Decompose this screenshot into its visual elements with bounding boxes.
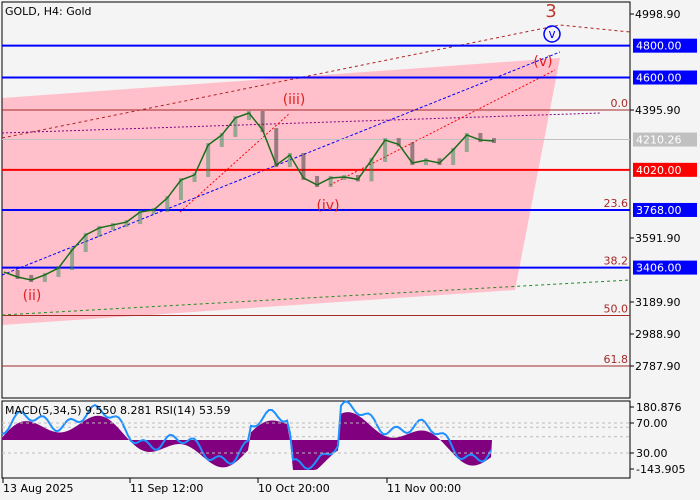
level-tag [633, 162, 697, 177]
level-value: 3406.00 [636, 262, 682, 275]
candle [315, 175, 320, 187]
fib-label: 0.0 [611, 97, 629, 110]
candle [124, 220, 129, 227]
wave-label: (iii) [283, 92, 306, 108]
wave-label: v [548, 27, 555, 41]
wave-label: 3 [545, 1, 556, 22]
candle [15, 270, 20, 279]
level-tag [633, 260, 697, 275]
candle [451, 147, 456, 165]
candle [423, 158, 428, 165]
candle [260, 111, 265, 133]
candle [478, 132, 483, 143]
candle [369, 157, 374, 182]
y-tick-label: 2988.90 [635, 328, 681, 341]
y-tick-label: 2787.90 [635, 360, 681, 373]
candle [328, 175, 333, 187]
indicator-y-label: 70.00 [636, 417, 668, 430]
level-tag [633, 202, 697, 217]
candle [192, 172, 197, 183]
y-tick-label: 3189.90 [635, 296, 681, 309]
candle [138, 210, 143, 225]
main-frame [1, 1, 631, 399]
x-tick-label: 11 Nov 00:00 [387, 482, 461, 495]
candle [233, 115, 238, 137]
fib-label: 61.8 [604, 353, 629, 366]
wave-label: (v) [533, 54, 552, 70]
fib-label: 23.6 [604, 197, 629, 210]
elliott-channel [2, 58, 560, 325]
candle [301, 153, 306, 180]
price-series [3, 112, 495, 281]
candle [274, 128, 279, 168]
x-tick-label: 10 Oct 20:00 [258, 482, 330, 495]
candle [464, 132, 469, 152]
candle [42, 272, 47, 283]
level-tag [633, 132, 697, 147]
trend-line-blue [1, 51, 561, 276]
y-tick-label: 4395.90 [635, 104, 681, 117]
fib-label: 38.2 [604, 255, 629, 268]
level-value: 4210.26 [636, 134, 682, 147]
y-tick-label: 4998.90 [635, 8, 681, 21]
wave-circle [543, 25, 561, 43]
indicator-y-label: 180.876 [636, 401, 682, 414]
trend-line-red-2 [179, 112, 291, 213]
indicator-label: MACD(5,34,5) 9.550 8.281 RSI(14) 53.59 [5, 404, 230, 417]
candle [219, 132, 224, 148]
level-tag [633, 70, 697, 85]
candle [410, 142, 415, 165]
candle [396, 138, 401, 147]
candle [206, 143, 211, 177]
candle [110, 222, 115, 230]
level-value: 3768.00 [636, 204, 682, 217]
x-tick-label: 13 Aug 2025 [3, 482, 73, 495]
indicator-y-label: 30.00 [636, 447, 668, 460]
fib-label: 50.0 [604, 303, 629, 316]
candle [247, 111, 251, 120]
candle [70, 248, 75, 271]
level-value: 4020.00 [636, 164, 682, 177]
trend-line-green [1, 279, 631, 316]
candle [29, 274, 34, 283]
level-tag [633, 38, 697, 53]
y-tick-label: 3591.90 [635, 232, 681, 245]
candle [287, 153, 292, 168]
x-tick-label: 11 Sep 12:00 [130, 482, 203, 495]
candle [178, 178, 183, 201]
level-value: 4800.00 [636, 40, 682, 53]
candle [56, 266, 61, 277]
rsi-line [1, 400, 492, 471]
candle [83, 232, 88, 253]
chart-title: GOLD, H4: Gold [5, 5, 92, 18]
candle [437, 158, 442, 165]
candle [97, 225, 102, 237]
wave-label: (iv) [316, 198, 339, 214]
candle [383, 138, 388, 162]
candle [165, 196, 170, 212]
wave-label: (ii) [23, 288, 42, 304]
candle [151, 207, 156, 215]
indicator-y-label: -143.905 [636, 463, 685, 476]
level-value: 4600.00 [636, 72, 682, 85]
